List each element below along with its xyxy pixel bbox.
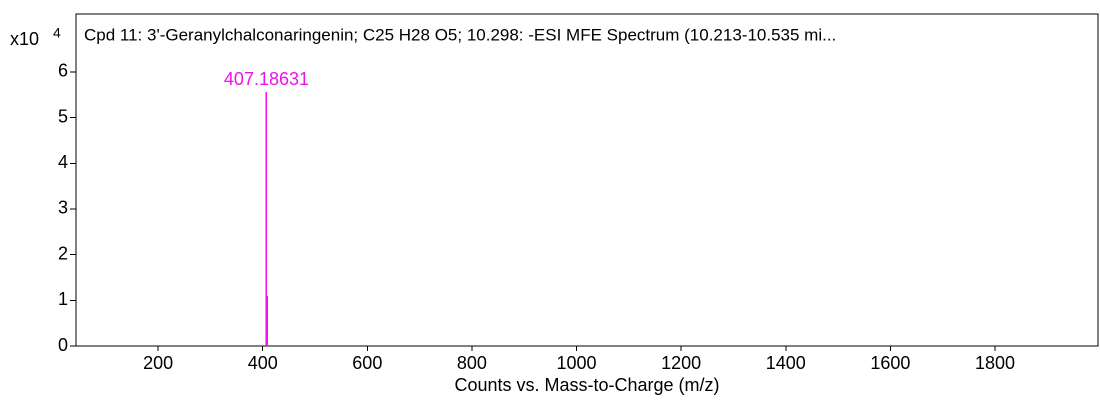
x-axis-label: Counts vs. Mass-to-Charge (m/z): [454, 375, 719, 395]
y-tick-label: 4: [58, 152, 68, 172]
x-tick-label: 1600: [870, 353, 910, 373]
y-tick-label: 1: [58, 289, 68, 309]
x-tick-label: 1000: [557, 353, 597, 373]
peak-label: 407.18631: [224, 69, 309, 89]
y-tick-label: 2: [58, 243, 68, 263]
y-tick-label: 6: [58, 61, 68, 81]
y-exponent: 4: [53, 25, 61, 41]
x-tick-label: 1400: [766, 353, 806, 373]
x-tick-label: 600: [352, 353, 382, 373]
y-tick-label: 0: [58, 335, 68, 355]
chart-title: Cpd 11: 3'-Geranylchalconaringenin; C25 …: [84, 25, 836, 44]
x-tick-label: 1200: [661, 353, 701, 373]
plot-frame: [75, 13, 1099, 347]
x-tick-label: 1800: [975, 353, 1015, 373]
x-tick-label: 800: [457, 353, 487, 373]
x-tick-label: 200: [143, 353, 173, 373]
x-tick-label: 400: [248, 353, 278, 373]
y-tick-label: 5: [58, 106, 68, 126]
y-tick-label: 3: [58, 198, 68, 218]
y-multiplier: x10: [10, 29, 39, 49]
